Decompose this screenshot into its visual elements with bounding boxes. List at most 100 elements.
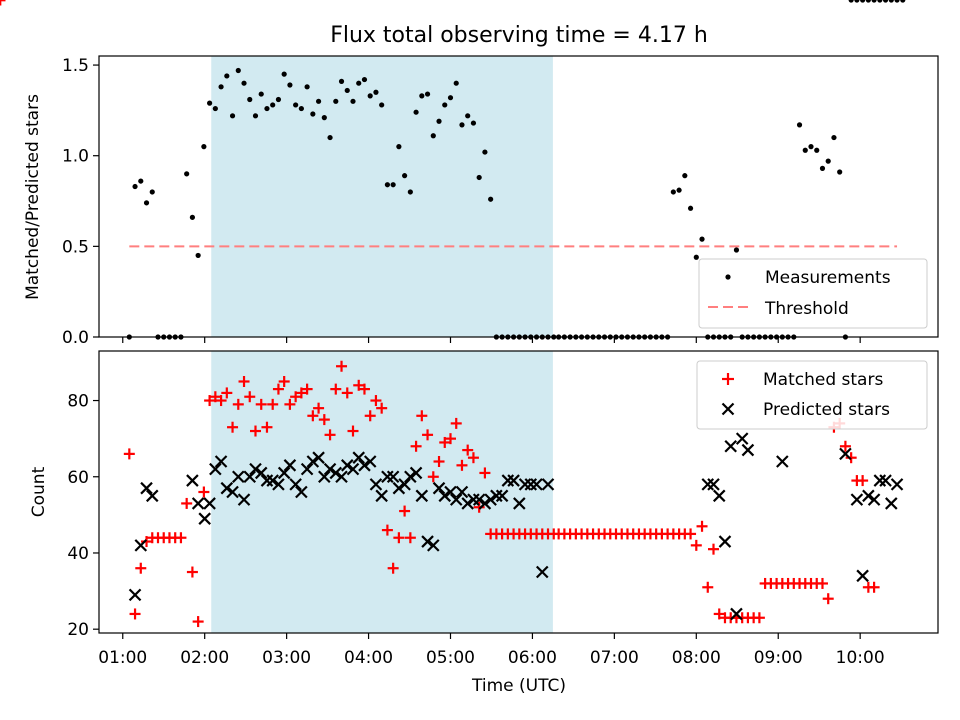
- predicted-point: [191, 497, 205, 510]
- measurement-point: [149, 189, 155, 195]
- predicted-point: [369, 478, 383, 491]
- matched-point: [416, 410, 428, 422]
- matched-point: [244, 391, 256, 403]
- predicted-point: [237, 493, 251, 506]
- matched-point: [123, 448, 135, 460]
- top-y-tick-label: 1.5: [62, 56, 89, 76]
- measurement-point: [241, 80, 247, 86]
- predicted-point: [386, 470, 400, 484]
- measurement-point: [350, 98, 356, 104]
- predicted-point: [392, 481, 406, 495]
- matched-point: [198, 486, 210, 498]
- predicted-point: [518, 478, 532, 491]
- matched-point: [290, 391, 302, 403]
- matched-point: [192, 616, 204, 628]
- predicted-point: [128, 588, 142, 602]
- matched-point: [209, 391, 221, 403]
- matched-point: [186, 566, 198, 578]
- measurement-point: [413, 109, 419, 115]
- matched-point: [702, 581, 714, 593]
- matched-point: [364, 410, 376, 422]
- top-y-axis-label: Matched/Predicted stars: [23, 94, 43, 300]
- measurement-point: [488, 196, 494, 202]
- measurement-point: [356, 80, 362, 86]
- predicted-point: [375, 489, 388, 503]
- matched-point: [181, 497, 193, 509]
- matched-point: [410, 440, 422, 452]
- measurement-point: [877, 0, 883, 3]
- matched-point: [238, 375, 250, 387]
- measurement-point: [430, 133, 436, 139]
- measurement-point: [379, 102, 385, 108]
- predicted-point: [300, 462, 314, 476]
- predicted-point: [507, 474, 520, 487]
- measurement-point: [138, 178, 144, 184]
- predicted-point: [335, 470, 348, 484]
- matched-point: [467, 452, 479, 464]
- predicted-point: [306, 455, 320, 468]
- predicted-point: [461, 497, 474, 510]
- matched-point: [307, 410, 319, 422]
- predicted-point: [856, 569, 869, 583]
- matched-point: [215, 395, 227, 407]
- matched-point: [433, 456, 445, 468]
- measurement-point: [900, 0, 906, 3]
- matched-point: [444, 433, 456, 445]
- matched-point: [232, 398, 244, 410]
- bottom-legend: Matched stars Predicted stars: [696, 360, 928, 430]
- bottom-y-axis: 20 40 60 80: [67, 392, 99, 640]
- top-y-axis: 0.0 0.5 1.0 1.5: [62, 56, 99, 348]
- matched-point: [422, 429, 434, 441]
- measurement-point: [865, 0, 871, 3]
- measurement-point: [848, 0, 854, 3]
- predicted-point: [478, 497, 492, 510]
- measurement-point: [327, 134, 333, 141]
- measurement-point: [814, 147, 820, 153]
- matched-point: [330, 383, 342, 395]
- predicted-point: [209, 462, 222, 476]
- matched-point: [381, 524, 393, 536]
- predicted-point: [283, 459, 297, 472]
- matched-point: [313, 402, 325, 414]
- matched-point: [427, 471, 439, 483]
- bottom-axes-frame: [98, 350, 939, 634]
- matched-point: [249, 425, 261, 437]
- predicted-point: [260, 474, 274, 487]
- measurement-point: [476, 174, 482, 181]
- bottom-legend-box: [696, 360, 928, 430]
- measurement-point: [424, 91, 431, 97]
- bottom-y-axis-label: Count: [29, 466, 49, 517]
- measurement-point: [315, 98, 322, 104]
- measurement-point: [281, 71, 287, 77]
- top-highlight-span: [211, 56, 553, 337]
- measurement-point: [201, 144, 207, 150]
- predicted-point: [885, 497, 898, 510]
- measurement-point: [361, 76, 368, 83]
- matched-point: [267, 398, 279, 410]
- bottom-highlight-span: [211, 351, 553, 633]
- predicted-point: [449, 493, 463, 506]
- predicted-point: [427, 539, 440, 552]
- matched-point: [129, 608, 141, 620]
- measurement-point: [333, 98, 339, 104]
- matched-point: [857, 475, 869, 487]
- measurement-point: [825, 158, 831, 164]
- legend-measurements-marker: [725, 274, 731, 280]
- measurement-point: [831, 134, 837, 141]
- predicted-point: [198, 512, 211, 525]
- predicted-point: [277, 466, 291, 480]
- legend-matched-label: Matched stars: [763, 370, 883, 390]
- predicted-point: [724, 439, 737, 453]
- measurement-point: [796, 122, 803, 128]
- measurement-point: [888, 0, 894, 3]
- x-tick-label: 05:00: [426, 648, 475, 668]
- matched-point: [868, 581, 880, 593]
- measurement-point: [699, 236, 705, 242]
- predicted-point: [735, 432, 749, 445]
- measurement-point: [321, 115, 327, 121]
- predicted-point: [873, 474, 887, 487]
- measurement-point: [275, 96, 282, 103]
- matched-point: [347, 425, 359, 437]
- predicted-point: [232, 470, 245, 484]
- matched-point: [272, 383, 284, 395]
